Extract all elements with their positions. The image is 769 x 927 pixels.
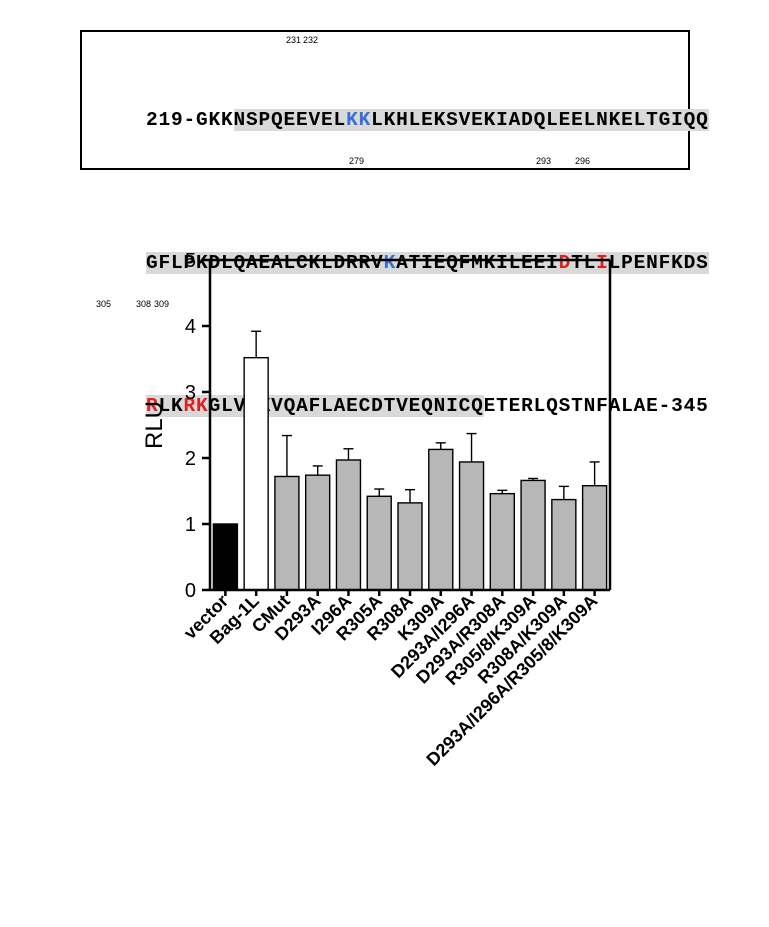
sequence-box: 231 232 219-GKKNSPQEEVELKKLKHLEKSVEKIADQ…: [80, 30, 690, 170]
bar: [213, 524, 237, 590]
bar: [244, 358, 268, 590]
annotation-279: 279: [349, 157, 364, 167]
annotation-296: 296: [575, 157, 590, 167]
annotation-293: 293: [536, 157, 551, 167]
svg-text:5: 5: [185, 250, 196, 272]
bar: [367, 496, 391, 590]
svg-text:2: 2: [185, 448, 196, 470]
bar: [275, 476, 299, 590]
bar: [429, 449, 453, 590]
page-root: { "sequence": { "line1": { "prefix": "21…: [0, 0, 769, 927]
annotation-232: 232: [303, 36, 318, 46]
bar: [460, 462, 484, 590]
svg-text:0: 0: [185, 580, 196, 602]
bar: [521, 480, 545, 590]
seq1-plain1: GKK: [196, 109, 234, 131]
annotation-231: 231: [286, 36, 301, 46]
seq1-prefix: 219-: [146, 109, 196, 131]
svg-text:4: 4: [185, 316, 196, 338]
seq1-hl1: NSPQEEVEL: [234, 109, 347, 131]
svg-text:RLU: RLU: [141, 401, 168, 449]
bar: [583, 486, 607, 590]
svg-text:3: 3: [185, 382, 196, 404]
sequence-line-1: 231 232 219-GKKNSPQEEVELKKLKHLEKSVEKIADQ…: [96, 46, 674, 153]
chart-container: 012345RLUvectorBag-1LCMutD293AI296AR305A…: [130, 240, 670, 880]
bar: [336, 460, 360, 590]
seq1-blue: KK: [346, 109, 371, 131]
rlu-bar-chart: 012345RLUvectorBag-1LCMutD293AI296AR305A…: [130, 240, 670, 880]
bar: [398, 503, 422, 590]
annotation-305: 305: [96, 300, 111, 310]
svg-text:1: 1: [185, 514, 196, 536]
bar: [306, 475, 330, 590]
bar: [552, 500, 576, 590]
seq1-hl2: LKHLEKSVEKIADQLEELNKELTGIQQ: [371, 109, 709, 131]
bar: [490, 494, 514, 590]
